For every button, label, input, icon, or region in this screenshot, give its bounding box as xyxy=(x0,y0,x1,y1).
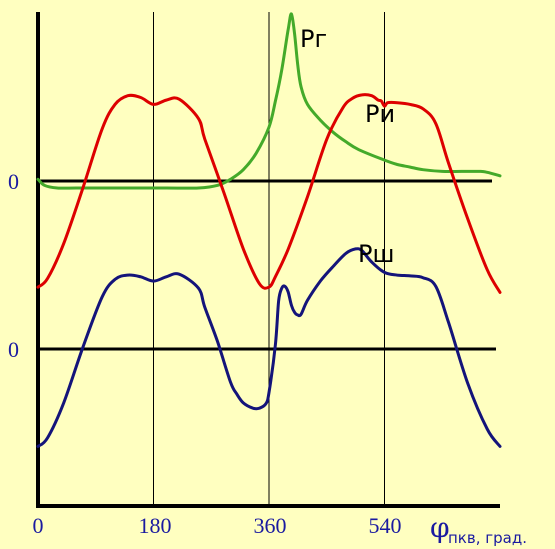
series-line-psh xyxy=(36,247,502,448)
x-tick-label: 360 xyxy=(254,513,287,538)
series-group xyxy=(36,12,502,448)
x-tick-labels: 0 180 360 540 xyxy=(33,513,402,538)
series-line-pi xyxy=(36,93,502,294)
x-axis-label: φ пкв, град. xyxy=(430,511,527,547)
series-label-psh: Рш xyxy=(358,240,394,268)
x-tick-label: 180 xyxy=(139,513,172,538)
x-tick-label: 0 xyxy=(33,513,44,538)
x-axis-label-text: пкв, град. xyxy=(448,529,527,547)
series-label-pg: Рг xyxy=(300,25,327,53)
zero-label-bottom: 0 xyxy=(8,337,19,362)
series-label-pi: Ри xyxy=(365,100,395,128)
grid-lines xyxy=(153,12,385,506)
zero-label-top: 0 xyxy=(8,169,19,194)
series-line-pg xyxy=(36,12,502,190)
x-tick-label: 540 xyxy=(369,513,402,538)
x-axis-label-symbol: φ xyxy=(430,511,450,544)
